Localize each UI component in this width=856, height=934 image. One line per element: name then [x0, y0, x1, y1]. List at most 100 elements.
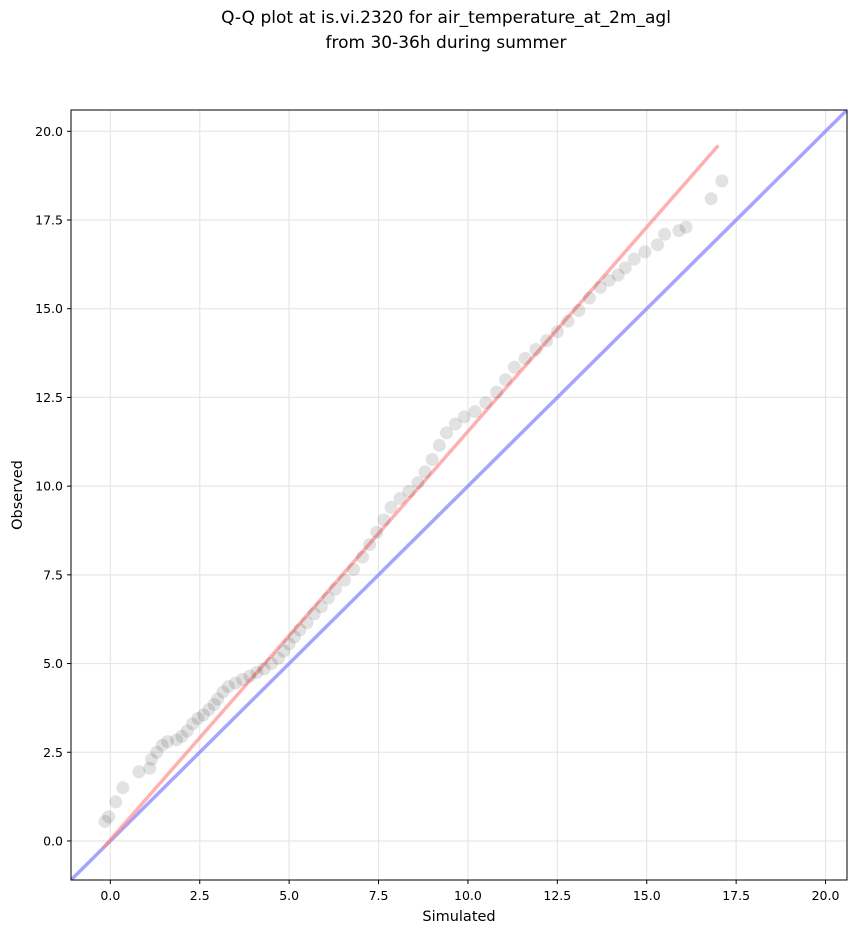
x-tick-label: 7.5	[369, 888, 389, 903]
quantile-point	[518, 351, 532, 365]
quantile-point	[561, 314, 575, 328]
quantile-point	[282, 637, 296, 651]
quantile-point	[228, 676, 242, 690]
quantile-point	[672, 224, 686, 238]
quantile-point	[704, 192, 718, 206]
y-tick-label: 20.0	[35, 124, 63, 139]
quantile-point	[221, 680, 235, 694]
quantile-point	[479, 396, 493, 410]
quantile-point	[191, 712, 205, 726]
quantile-point	[448, 417, 462, 431]
quantile-point	[257, 662, 271, 676]
chart-subtitle: from 30-36h during summer	[326, 33, 567, 53]
quantile-point	[236, 673, 250, 687]
quantile-points	[98, 174, 729, 828]
quantile-point	[602, 273, 616, 287]
quantile-point	[329, 582, 343, 596]
x-tick-label: 12.5	[543, 888, 571, 903]
quantile-point	[658, 227, 672, 241]
quantile-point	[109, 795, 123, 809]
fit-line	[101, 144, 720, 850]
quantile-point	[377, 513, 391, 527]
quantile-point	[277, 644, 291, 658]
x-tick-label: 20.0	[812, 888, 840, 903]
quantile-point	[98, 814, 112, 828]
quantile-point	[202, 703, 216, 717]
x-tick-label: 5.0	[279, 888, 299, 903]
quantile-point	[293, 623, 307, 637]
quantile-point	[650, 238, 664, 252]
quantile-point	[627, 252, 641, 266]
quantile-point	[169, 733, 183, 747]
quantile-point	[207, 697, 221, 711]
quantile-point	[384, 500, 398, 514]
x-tick-label: 15.0	[633, 888, 661, 903]
quantile-point	[583, 291, 597, 305]
y-tick-label: 10.0	[35, 479, 63, 494]
y-tick-label: 7.5	[43, 567, 63, 582]
y-tick-label: 5.0	[43, 656, 63, 671]
quantile-point	[175, 729, 189, 743]
quantile-point	[150, 745, 164, 759]
quantile-point	[618, 261, 632, 275]
x-tick-label: 10.0	[454, 888, 482, 903]
quantile-point	[307, 607, 321, 621]
reference-lines	[71, 110, 847, 880]
quantile-point	[550, 325, 564, 339]
x-tick-label: 2.5	[190, 888, 210, 903]
quantile-point	[439, 426, 453, 440]
quantile-point	[715, 174, 729, 188]
quantile-point	[102, 810, 116, 824]
quantile-point	[271, 651, 285, 665]
x-tick-label: 17.5	[722, 888, 750, 903]
quantile-point	[638, 245, 652, 259]
quantile-point	[411, 476, 425, 490]
identity-line	[71, 110, 847, 880]
quantile-point	[180, 724, 194, 738]
quantile-point	[143, 761, 157, 775]
x-axis-ticks: 0.0 2.5 5.0 7.5 10.0 12.5 15.0 17.5 20.0	[100, 880, 840, 903]
chart-title: Q-Q plot at is.vi.2320 for air_temperatu…	[221, 8, 671, 28]
quantile-point	[186, 717, 200, 731]
quantile-point	[572, 303, 586, 317]
quantile-point	[196, 708, 210, 722]
y-tick-label: 12.5	[35, 390, 63, 405]
quantile-point	[679, 220, 693, 234]
quantile-point	[155, 738, 169, 752]
quantile-point	[250, 665, 264, 679]
quantile-point	[363, 538, 377, 552]
quantile-point	[402, 484, 416, 498]
quantile-point	[393, 492, 407, 506]
quantile-point	[468, 405, 482, 419]
y-tick-label: 17.5	[35, 213, 63, 228]
x-tick-label: 0.0	[100, 888, 120, 903]
quantile-point	[116, 781, 130, 795]
quantile-point	[432, 438, 446, 452]
y-tick-label: 2.5	[43, 745, 63, 760]
x-axis-label: Simulated	[422, 909, 495, 925]
quantile-point	[288, 630, 302, 644]
quantile-point	[425, 453, 439, 467]
quantile-point	[611, 268, 625, 282]
quantile-point	[498, 373, 512, 387]
quantile-point	[216, 685, 230, 699]
y-axis-ticks: 0.0 2.5 5.0 7.5 10.0 12.5 15.0 17.5 20.0	[35, 124, 71, 848]
quantile-point	[338, 573, 352, 587]
quantile-point	[457, 410, 471, 424]
plot-frame	[70, 109, 848, 881]
quantile-point	[144, 752, 158, 766]
quantile-point	[490, 385, 504, 399]
quantile-point	[370, 525, 384, 539]
quantile-point	[507, 360, 521, 374]
y-tick-label: 15.0	[35, 301, 63, 316]
quantile-point	[418, 465, 432, 479]
quantile-point	[300, 616, 314, 630]
quantile-point	[540, 334, 554, 348]
quantile-point	[347, 563, 361, 577]
quantile-point	[321, 591, 335, 605]
quantile-point	[211, 692, 225, 706]
y-axis-label: Observed	[10, 460, 26, 530]
y-tick-label: 0.0	[43, 833, 63, 848]
quantile-point	[161, 735, 175, 749]
